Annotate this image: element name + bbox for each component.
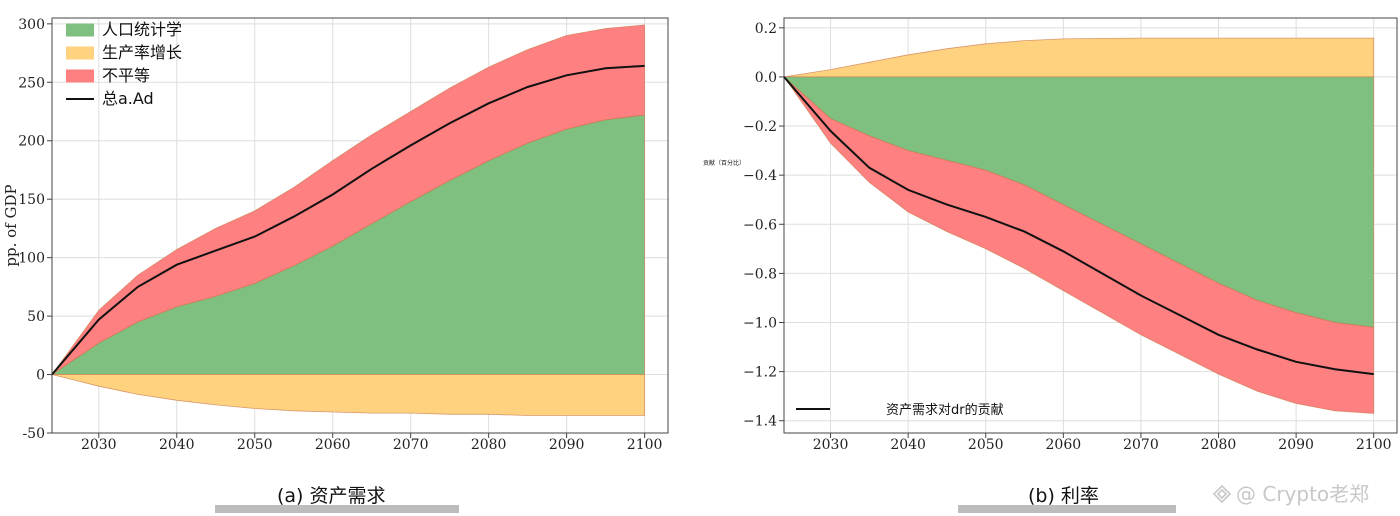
y-axis: 0.2 0.0 −0.2 −0.4 −0.6 −0.8 −1.0 −1.2 −1.4 (743, 21, 784, 430)
x-tick-label: 2100 (1356, 437, 1392, 453)
x-tick-label: 2090 (1278, 437, 1314, 453)
x-tick-label: 2070 (1123, 437, 1159, 453)
y-axis-label: pp. of GDP (2, 184, 20, 266)
legend: 资产需求对dr的贡献 (796, 402, 1004, 418)
legend-label: 总a.Ad (102, 89, 154, 108)
y-axis-label: 贡献（百分比） (703, 159, 745, 167)
caption-a: (a) 资产需求 (277, 485, 386, 507)
x-tick-label: 2040 (890, 437, 926, 453)
series-band (783, 76, 1375, 414)
legend-label: 生产率增长 (102, 43, 182, 62)
legend-label: 人口统计学 (102, 20, 182, 39)
series-line (51, 64, 645, 376)
y-tick-label: 250 (18, 75, 45, 91)
watermark-text: @ Crypto老郑 (1236, 482, 1370, 506)
x-tick-label: 2100 (627, 437, 663, 453)
y-axis: -50 0 50 100 150 200 250 300 (18, 17, 52, 442)
y-tick-label: 100 (18, 251, 45, 267)
legend-swatch (66, 23, 94, 37)
plot-frame (783, 17, 1398, 434)
watermark-logo-icon (1212, 484, 1232, 504)
series-band (51, 374, 645, 416)
caption-bar-a (215, 505, 459, 513)
y-tick-label: −0.6 (743, 217, 777, 233)
y-tick-label: 0.0 (755, 70, 777, 86)
x-tick-label: 2040 (159, 437, 195, 453)
x-tick-label: 2070 (393, 437, 429, 453)
plot-frame (51, 17, 669, 434)
watermark: @ Crypto老郑 (1212, 478, 1369, 507)
x-tick-label: 2050 (968, 437, 1004, 453)
x-tick-label: 2030 (81, 437, 117, 453)
y-tick-label: 300 (18, 17, 45, 33)
chart-asset-demand: 2030 2040 2050 2060 2070 2080 2090 2100 -50 0 50 10… (2, 17, 669, 453)
y-tick-label: −1.2 (743, 365, 777, 381)
chart-interest-rate: 2030 2040 2050 2060 2070 2080 2090 2100 0.2 0.0 −0… (703, 17, 1398, 453)
caption-bar-b (958, 505, 1176, 513)
y-tick-label: 200 (18, 134, 45, 150)
series-marks (50, 24, 645, 416)
series-band (51, 24, 645, 375)
y-tick-label: 150 (18, 192, 45, 208)
y-tick-label: 0.2 (755, 21, 777, 37)
x-tick-label: 2090 (549, 437, 585, 453)
y-tick-label: −0.8 (743, 266, 777, 282)
legend-swatch (66, 69, 94, 83)
x-tick-label: 2060 (315, 437, 351, 453)
y-tick-label: −0.4 (743, 168, 777, 184)
y-tick-label: −0.2 (743, 119, 777, 135)
x-tick-label: 2060 (1046, 437, 1082, 453)
legend-label: 不平等 (102, 66, 150, 85)
y-tick-label: 0 (36, 368, 45, 384)
x-tick-label: 2050 (237, 437, 273, 453)
caption-b: (b) 利率 (1028, 485, 1099, 507)
series-line (783, 76, 1374, 376)
y-tick-label: 50 (27, 309, 45, 325)
x-tick-label: 2080 (471, 437, 507, 453)
series-band (783, 37, 1375, 78)
series-marks (782, 37, 1375, 414)
x-tick-label: 2030 (813, 437, 849, 453)
y-tick-label: -50 (22, 426, 45, 442)
x-axis: 2030 2040 2050 2060 2070 2080 2090 2100 (813, 433, 1392, 453)
legend-swatch (66, 46, 94, 60)
y-tick-label: −1.4 (743, 414, 777, 430)
x-tick-label: 2080 (1201, 437, 1237, 453)
legend-label: 资产需求对dr的贡献 (886, 402, 1004, 418)
x-axis: 2030 2040 2050 2060 2070 2080 2090 2100 (81, 433, 662, 453)
y-tick-label: −1.0 (743, 315, 777, 331)
